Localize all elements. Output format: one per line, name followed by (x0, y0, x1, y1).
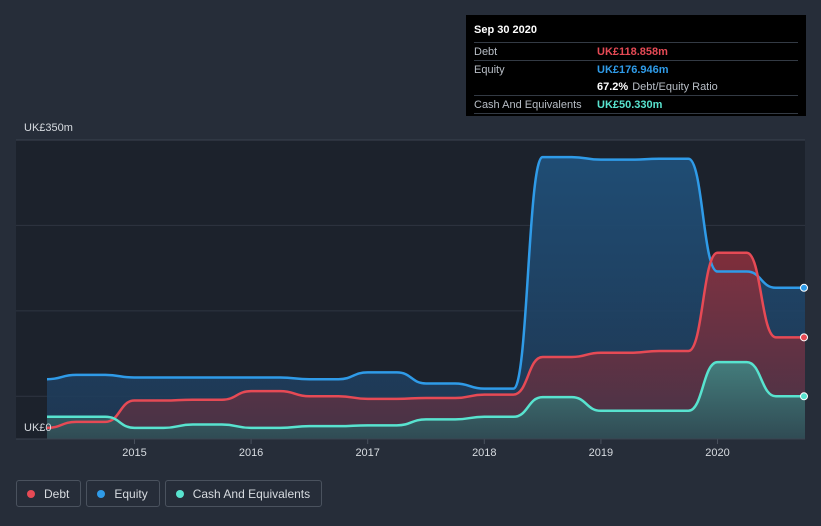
cash-end-marker (800, 392, 808, 401)
debt-end-marker (800, 333, 808, 342)
legend-cash-label: Cash And Equivalents (192, 486, 311, 501)
x-axis-ticks: 2015 2016 2017 2018 2019 2020 (122, 439, 730, 459)
tooltip-equity-label: Equity (474, 63, 505, 76)
x-tick-label: 2016 (239, 447, 263, 459)
y-axis-top-label: UK£350m (24, 122, 73, 134)
debt-area (47, 252, 805, 439)
legend-item-cash[interactable]: Cash And Equivalents (164, 480, 323, 507)
debt-dot-icon (27, 489, 35, 498)
legend-debt-label: Debt (44, 486, 70, 501)
cash-line (47, 360, 805, 430)
series-lines (46, 155, 805, 430)
legend-item-debt[interactable]: Debt (16, 480, 82, 507)
tooltip-ratio-row: 67.2% Debt/Equity Ratio (474, 78, 798, 95)
tooltip-equity-value: UK£176.946m (597, 63, 669, 76)
tooltip-date: Sep 30 2020 (474, 24, 537, 36)
tooltip-cash-value: UK£50.330m (597, 98, 663, 111)
series-areas (47, 157, 805, 439)
tooltip-ratio-label: Debt/Equity Ratio (632, 80, 718, 93)
tooltip-debt-value: UK£118.858m (597, 45, 668, 58)
tooltip-debt-label: Debt (474, 45, 498, 58)
equity-dot-icon (97, 489, 106, 498)
tooltip-cash-row: Cash And Equivalents UK£50.330m (474, 95, 798, 114)
tooltip-ratio-value: 67.2% (597, 80, 629, 93)
end-markers (800, 283, 808, 401)
y-axis-bottom-label: UK£0 (24, 422, 52, 434)
x-tick-label: 2015 (122, 447, 146, 459)
legend: Debt Equity Cash And Equivalents (16, 480, 323, 507)
tooltip-debt-row: Debt UK£118.858m (474, 42, 798, 60)
tooltip: Sep 30 2020 Debt UK£118.858m Equity UK£1… (466, 15, 806, 116)
tooltip-equity-row: Equity UK£176.946m (474, 60, 798, 78)
x-tick-label: 2019 (589, 447, 613, 459)
equity-end-marker (800, 283, 808, 292)
legend-item-equity[interactable]: Equity (86, 480, 160, 507)
debt-line (46, 251, 805, 430)
tooltip-cash-label: Cash And Equivalents (474, 98, 582, 111)
equity-line (46, 155, 805, 390)
cash-area (47, 362, 805, 439)
legend-equity-label: Equity (114, 486, 148, 501)
cash-dot-icon (175, 489, 184, 498)
x-tick-label: 2017 (355, 447, 379, 459)
x-tick-label: 2020 (705, 447, 729, 459)
x-tick-label: 2018 (472, 447, 496, 459)
